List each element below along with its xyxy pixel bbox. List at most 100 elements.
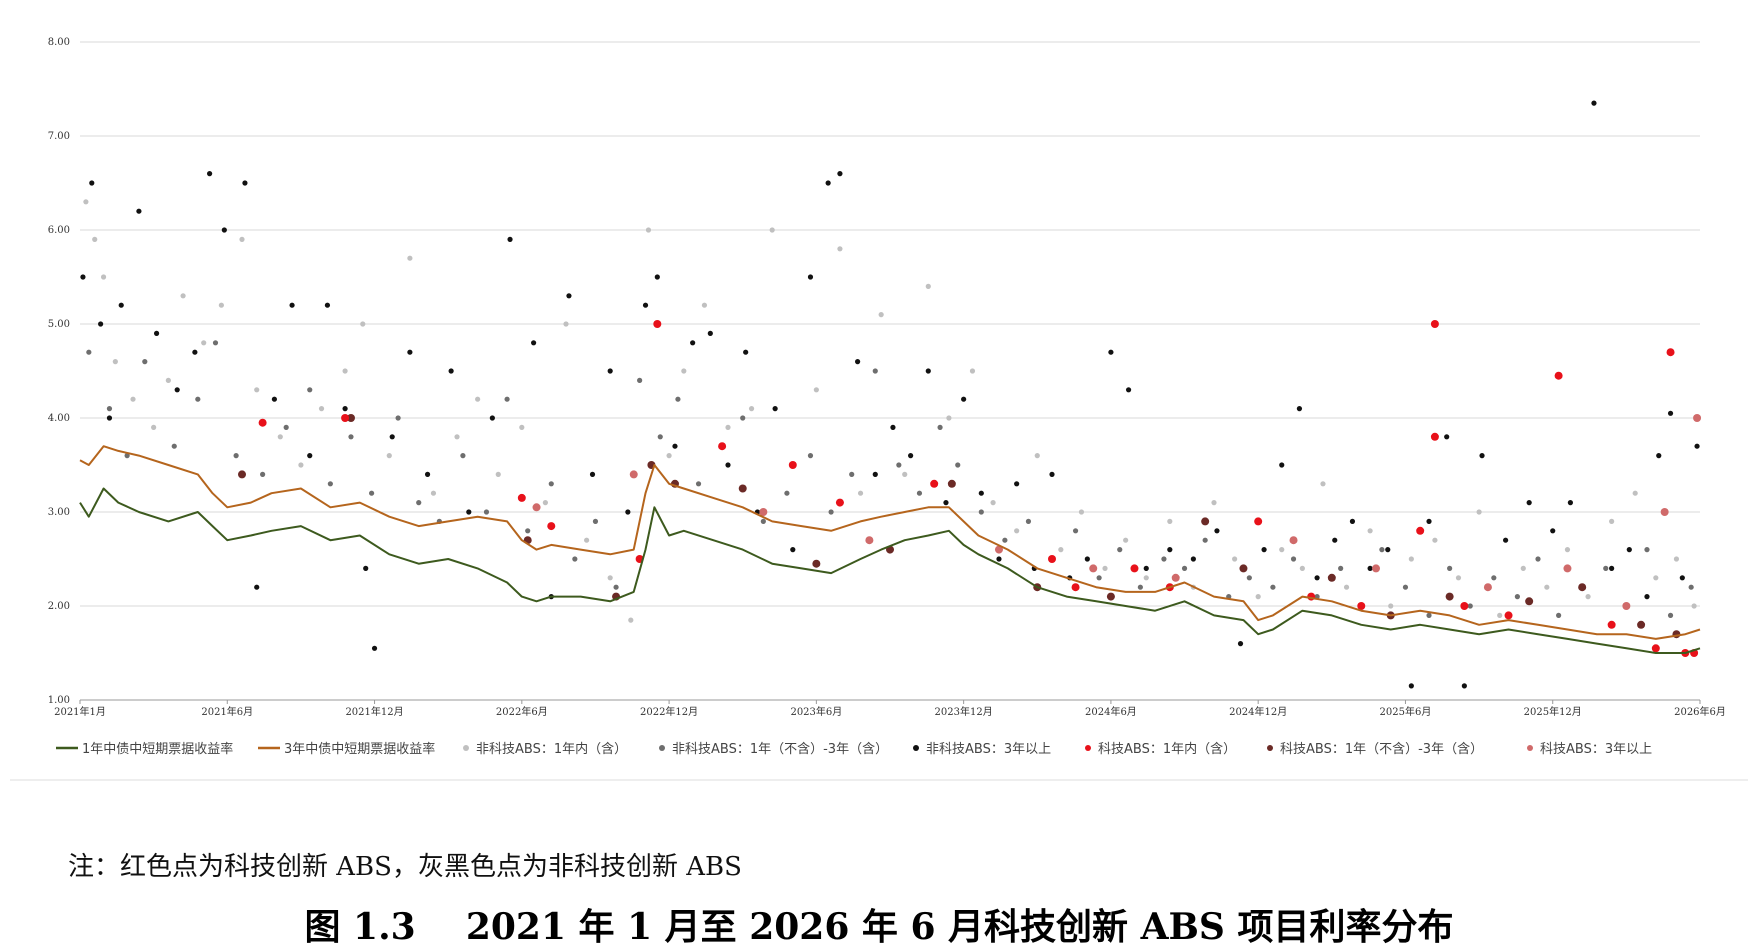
data-point-nonTechLong bbox=[363, 565, 369, 572]
data-point-nonTechMid bbox=[1556, 612, 1562, 619]
data-point-nonTechShort bbox=[813, 387, 819, 393]
data-point-nonTechShort bbox=[407, 255, 413, 261]
data-point-nonTechMid bbox=[740, 415, 746, 421]
data-point-nonTechLong bbox=[772, 406, 778, 412]
data-point-nonTechMid bbox=[657, 434, 663, 440]
data-point-nonTechLong bbox=[1125, 387, 1132, 393]
data-point-nonTechLong bbox=[289, 302, 295, 308]
data-point-nonTechShort bbox=[1299, 565, 1305, 572]
data-point-nonTechLong bbox=[1014, 481, 1020, 487]
data-point-nonTechShort bbox=[1432, 537, 1438, 543]
data-point-techLong bbox=[994, 545, 1003, 554]
data-point-nonTechLong bbox=[342, 406, 348, 412]
data-point-nonTechLong bbox=[855, 359, 861, 365]
y-tick-label: 6.00 bbox=[48, 225, 70, 236]
data-point-nonTechLong bbox=[996, 556, 1002, 562]
data-point-techShort bbox=[1416, 526, 1425, 535]
data-point-techShort bbox=[930, 479, 939, 488]
data-point-nonTechLong bbox=[625, 509, 631, 515]
data-point-nonTechMid bbox=[1447, 565, 1453, 572]
data-point-nonTechMid bbox=[416, 500, 422, 506]
data-point-nonTechShort bbox=[83, 199, 89, 205]
data-point-nonTechLong bbox=[118, 302, 124, 308]
data-point-nonTechMid bbox=[548, 481, 554, 487]
x-tick-label: 2022年12月 bbox=[640, 705, 698, 718]
data-point-techShort bbox=[1607, 620, 1616, 629]
data-point-techLong bbox=[1563, 564, 1572, 573]
data-points bbox=[80, 100, 1702, 689]
legend-entry: 1年中债中短期票据收益率 bbox=[82, 741, 233, 757]
x-tick-label: 2022年6月 bbox=[496, 705, 548, 718]
x-tick-label: 2021年1月 bbox=[54, 705, 106, 718]
data-point-nonTechShort bbox=[878, 312, 884, 318]
legend-entry: 科技ABS：3年以上 bbox=[1540, 742, 1652, 757]
data-point-nonTechShort bbox=[239, 236, 245, 242]
data-point-nonTechShort bbox=[584, 537, 590, 543]
data-point-techLong bbox=[532, 503, 541, 512]
data-point-nonTechMid bbox=[1379, 547, 1385, 553]
data-point-nonTechShort bbox=[277, 434, 283, 440]
data-point-nonTechLong bbox=[1550, 528, 1556, 534]
series-line-1yr bbox=[79, 487, 1701, 654]
data-point-nonTechShort bbox=[360, 321, 366, 327]
data-point-nonTechLong bbox=[1367, 565, 1373, 572]
data-point-nonTechShort bbox=[454, 434, 460, 440]
data-point-techMid bbox=[1327, 573, 1336, 582]
data-point-nonTechMid bbox=[1491, 575, 1497, 581]
data-point-nonTechLong bbox=[448, 368, 454, 374]
data-point-techMid bbox=[1201, 517, 1210, 526]
data-point-nonTechLong bbox=[654, 274, 660, 280]
data-point-nonTechShort bbox=[92, 236, 98, 242]
legend-entry: 非科技ABS：3年以上 bbox=[926, 742, 1051, 757]
x-tick-label: 2023年12月 bbox=[935, 705, 993, 718]
data-point-nonTechMid bbox=[124, 453, 130, 459]
data-point-nonTechShort bbox=[946, 415, 952, 421]
y-tick-label: 7.00 bbox=[48, 131, 70, 142]
legend-dot-swatch bbox=[463, 745, 469, 751]
data-point-nonTechLong bbox=[466, 509, 472, 515]
data-point-nonTechShort bbox=[1279, 547, 1285, 553]
data-point-nonTechShort bbox=[1673, 556, 1680, 562]
data-point-nonTechMid bbox=[760, 518, 766, 525]
data-point-nonTechShort bbox=[1367, 528, 1373, 534]
data-point-nonTechLong bbox=[743, 349, 749, 355]
data-point-nonTechLong bbox=[1609, 565, 1615, 572]
data-point-nonTechLong bbox=[1108, 349, 1114, 355]
data-point-nonTechMid bbox=[1137, 584, 1143, 590]
data-point-nonTechLong bbox=[1656, 453, 1662, 459]
data-point-nonTechMid bbox=[483, 509, 490, 515]
data-point-nonTechShort bbox=[681, 368, 687, 374]
data-point-nonTechLong bbox=[807, 274, 814, 280]
x-tick-label: 2023年6月 bbox=[790, 705, 842, 718]
data-point-nonTechLong bbox=[242, 180, 248, 186]
data-point-nonTechLong bbox=[531, 340, 537, 346]
data-point-nonTechLong bbox=[1461, 683, 1467, 689]
data-point-nonTechShort bbox=[1609, 518, 1615, 525]
data-point-nonTechShort bbox=[1211, 500, 1217, 506]
data-point-nonTechShort bbox=[563, 321, 569, 327]
data-point-nonTechMid bbox=[592, 518, 599, 525]
data-point-nonTechShort bbox=[1388, 603, 1394, 609]
legend-entry: 科技ABS：1年（不含）-3年（含） bbox=[1280, 741, 1483, 757]
data-point-nonTechMid bbox=[1072, 528, 1079, 534]
data-point-nonTechShort bbox=[298, 462, 304, 468]
data-point-nonTechMid bbox=[195, 396, 201, 402]
x-tick-label: 2025年6月 bbox=[1380, 705, 1432, 718]
data-point-nonTechLong bbox=[1591, 100, 1597, 106]
data-point-techShort bbox=[1254, 517, 1263, 526]
data-point-nonTechMid bbox=[369, 490, 375, 496]
data-point-nonTechShort bbox=[645, 227, 652, 233]
data-point-techShort bbox=[1666, 348, 1675, 357]
data-point-nonTechMid bbox=[1535, 556, 1541, 562]
data-point-nonTechMid bbox=[86, 349, 92, 355]
y-tick-labels: 1.00 2.00 3.00 4.00 5.00 6.00 7.00 8.00 bbox=[48, 37, 70, 706]
data-point-nonTechMid bbox=[504, 396, 510, 402]
data-point-nonTechShort bbox=[628, 617, 634, 623]
x-tick-label: 2021年12月 bbox=[345, 705, 403, 718]
data-point-nonTechMid bbox=[572, 556, 578, 562]
data-point-nonTechLong bbox=[407, 349, 413, 355]
data-point-techMid bbox=[346, 414, 355, 422]
data-point-nonTechLong bbox=[307, 453, 313, 459]
data-point-nonTechLong bbox=[925, 368, 931, 374]
data-point-nonTechLong bbox=[424, 471, 431, 477]
